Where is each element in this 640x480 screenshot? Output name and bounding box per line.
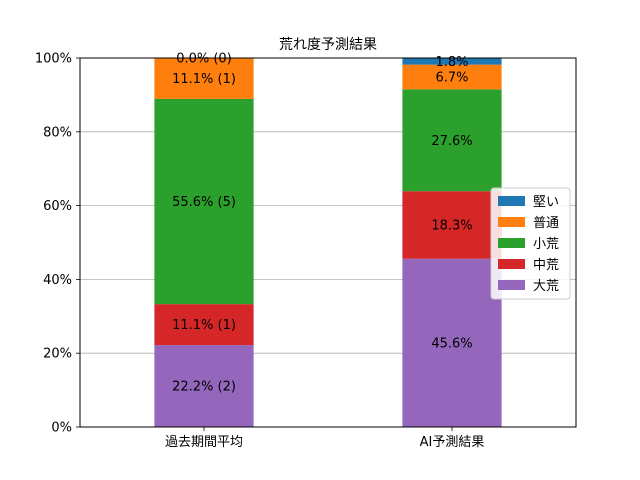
legend-swatch[interactable] bbox=[498, 238, 525, 248]
bar-segment[interactable] bbox=[154, 58, 254, 99]
legend-label[interactable]: 小荒 bbox=[533, 237, 559, 252]
legend-swatch[interactable] bbox=[498, 217, 525, 227]
legend-label[interactable]: 大荒 bbox=[533, 279, 559, 294]
legend-swatch[interactable] bbox=[498, 196, 525, 206]
x-tick-label: 過去期間平均 bbox=[165, 435, 243, 450]
bar-segment[interactable] bbox=[402, 58, 502, 65]
bar-segment[interactable] bbox=[154, 98, 254, 305]
data-label: 22.2% (2) bbox=[172, 380, 236, 395]
bar-segment[interactable] bbox=[402, 258, 502, 427]
plot-frame bbox=[79, 57, 577, 428]
chart-title: 荒れ度予測結果 bbox=[279, 37, 377, 53]
legend-label[interactable]: 堅い bbox=[533, 195, 559, 210]
x-tick-label: AI予測結果 bbox=[420, 435, 485, 450]
y-tick-label: 100% bbox=[35, 52, 72, 67]
data-label: 27.6% bbox=[431, 134, 472, 149]
bar-segment[interactable] bbox=[402, 64, 502, 90]
data-label: 45.6% bbox=[431, 336, 472, 351]
legend-swatch[interactable] bbox=[498, 280, 525, 290]
y-tick-label: 0% bbox=[51, 421, 72, 436]
data-label: 1.8% bbox=[435, 55, 468, 70]
data-label: 11.1% (1) bbox=[172, 318, 236, 333]
y-tick-label: 40% bbox=[43, 273, 72, 288]
y-tick-label: 80% bbox=[43, 125, 72, 140]
bars bbox=[154, 58, 502, 427]
data-label: 11.1% (1) bbox=[172, 72, 236, 87]
legend-swatch[interactable] bbox=[498, 259, 525, 269]
data-label: 18.3% bbox=[431, 218, 472, 233]
bar-segment[interactable] bbox=[154, 345, 254, 427]
bar-segment[interactable] bbox=[402, 89, 502, 192]
y-tick-label: 20% bbox=[43, 347, 72, 362]
bar-segment[interactable] bbox=[402, 191, 502, 259]
axes: 0% 20% 40% 60% 80% 100% 過去期間平均 AI予測結果 bbox=[35, 52, 485, 451]
data-label: 55.6% (5) bbox=[172, 195, 236, 210]
bar-segment[interactable] bbox=[154, 304, 254, 346]
legend-label[interactable]: 中荒 bbox=[533, 258, 559, 273]
legend-label[interactable]: 普通 bbox=[533, 216, 559, 231]
legend-box bbox=[490, 187, 571, 300]
data-label: 6.7% bbox=[435, 71, 468, 86]
y-tick-label: 60% bbox=[43, 199, 72, 214]
segment-labels: 22.2% (2) 11.1% (1) 55.6% (5) 11.1% (1) 0.0%… bbox=[172, 52, 473, 395]
data-label: 0.0% (0) bbox=[176, 52, 232, 67]
